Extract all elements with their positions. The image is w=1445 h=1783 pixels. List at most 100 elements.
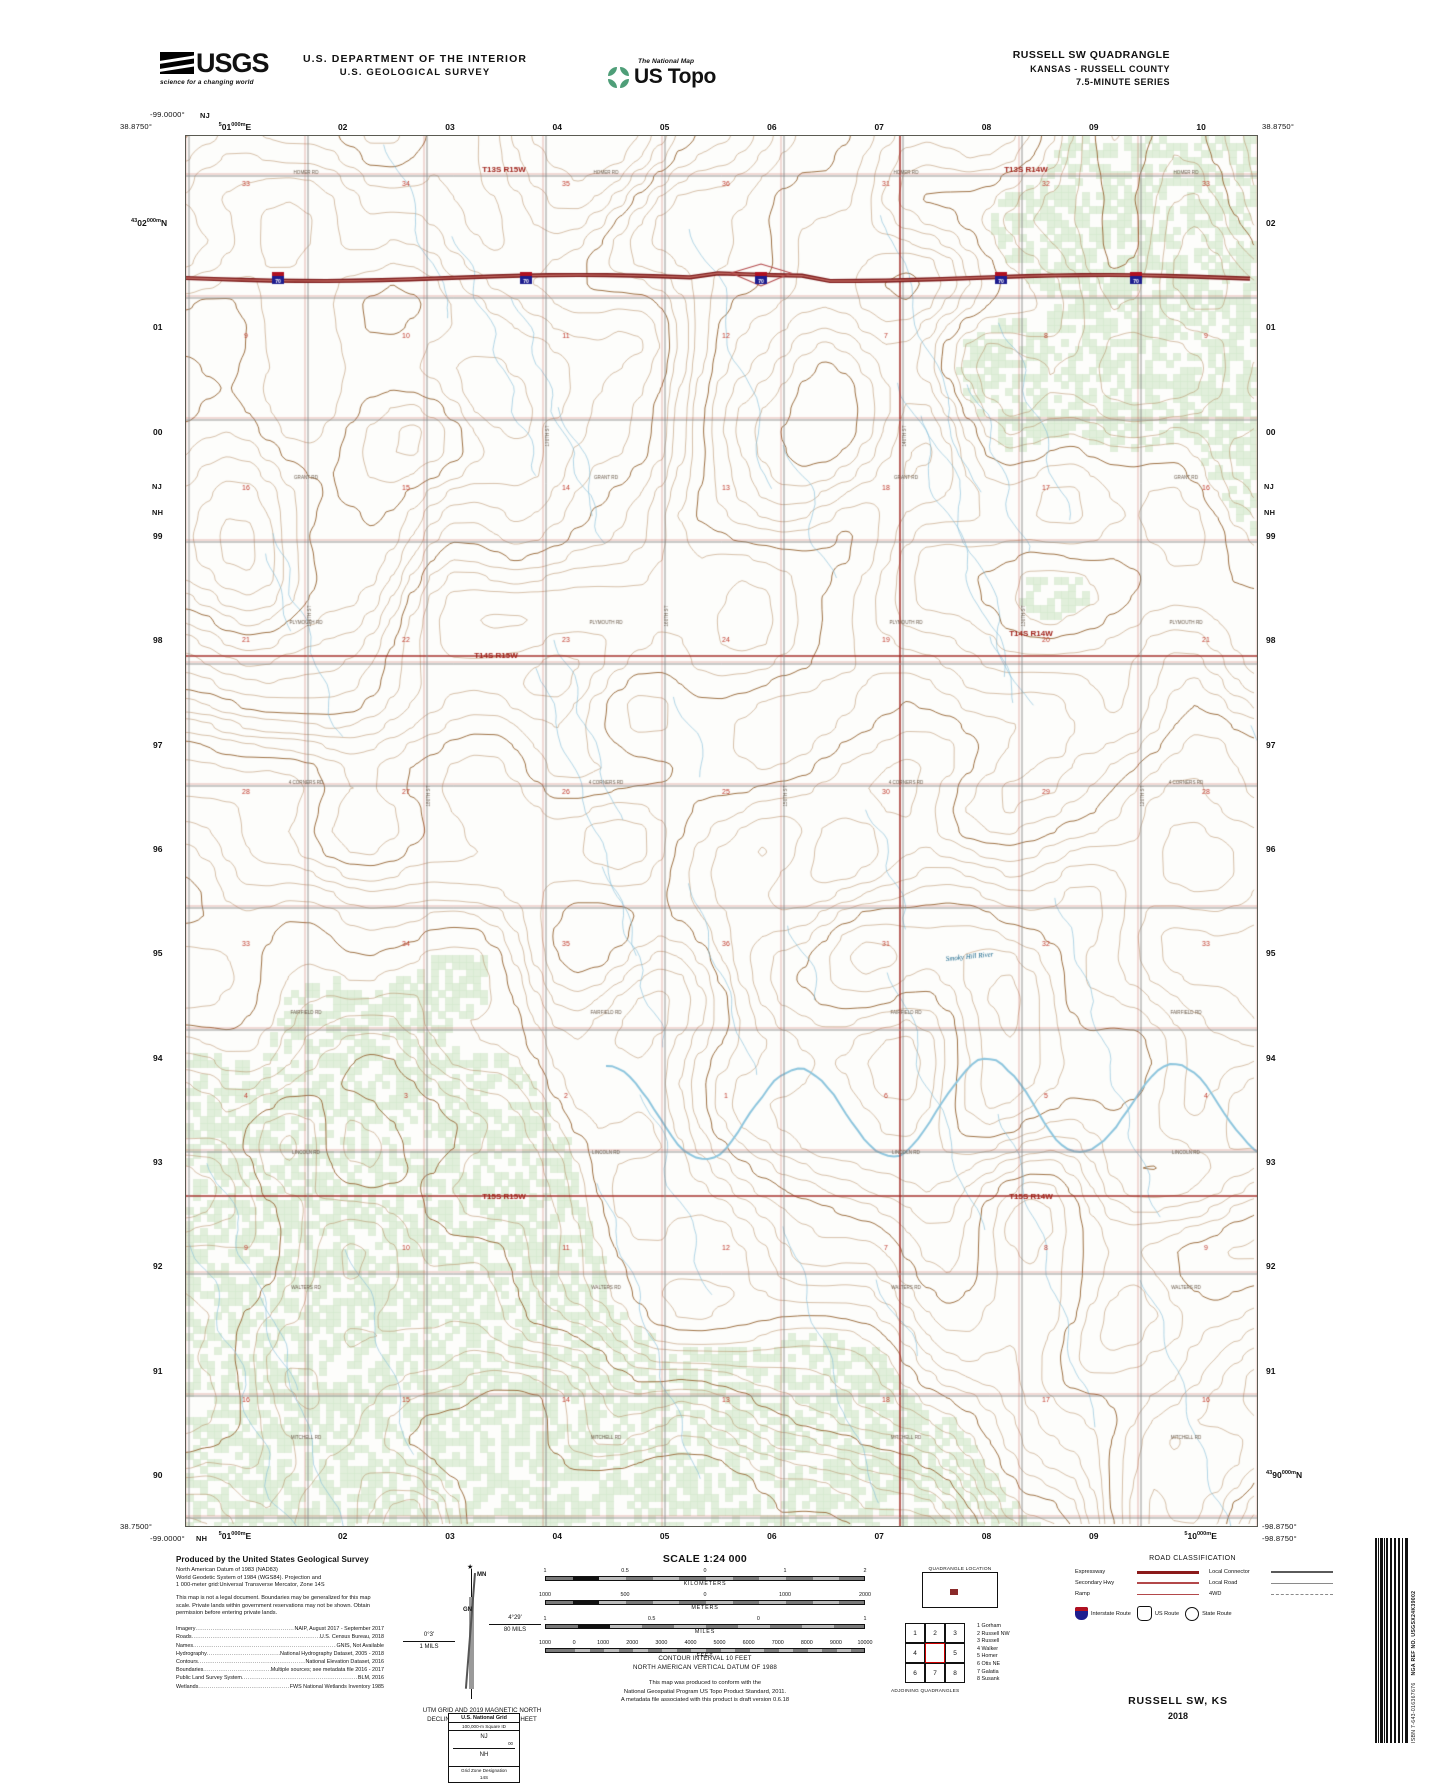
national-map-label: The National Map xyxy=(638,58,695,65)
us-national-grid-box: U.S. National Grid 100,000-m Square ID N… xyxy=(448,1713,520,1783)
us-route-legend: US Route xyxy=(1136,1606,1180,1621)
vertical-datum: NORTH AMERICAN VERTICAL DATUM OF 1988 xyxy=(632,1663,777,1671)
corner-ne-lon: -98.8750° xyxy=(1262,1522,1297,1531)
utm-northing-label: 93 xyxy=(153,1157,163,1167)
scalebar-tick-label: 1000 xyxy=(779,1592,791,1598)
department-line-1: U.S. DEPARTMENT OF THE INTERIOR xyxy=(302,53,528,65)
credits-source-row: Imagery.................................… xyxy=(176,1626,384,1633)
state-route-legend: State Route xyxy=(1185,1606,1232,1621)
utm-northing-label: 99 xyxy=(1266,531,1276,541)
utm-easting-label: 08 xyxy=(981,122,992,132)
credits-source-row: Contours................................… xyxy=(176,1658,384,1665)
utm-easting-label: 05 xyxy=(659,122,670,132)
utm-easting-label: 09 xyxy=(1089,1531,1099,1541)
gn-degrees: 0°3' xyxy=(423,1632,435,1638)
utm-easting-label: 02 xyxy=(337,122,348,132)
adjoining-quad-name: 2 Russell NW xyxy=(977,1630,1010,1637)
quadrangle-location-block: QUADRANGLE LOCATION xyxy=(905,1563,1015,1608)
usng-sup: 00 xyxy=(508,1741,513,1746)
utm-easting-label: 04 xyxy=(552,1531,563,1541)
utm-northing-label: 99 xyxy=(153,531,163,541)
scalebar-tick-label: 0 xyxy=(756,1616,760,1622)
scalebar-tick-label: 3000 xyxy=(655,1640,668,1646)
adjoining-quad-name: 5 Homer xyxy=(977,1653,998,1660)
true-north-star-icon: ★ xyxy=(467,1564,474,1571)
usgs-letters: USGS xyxy=(196,48,270,78)
topographic-map-face[interactable] xyxy=(185,135,1258,1527)
corner-sw-lon: -99.0000° xyxy=(150,1534,185,1543)
scalebar-tick-label: 1000 xyxy=(539,1640,551,1646)
us-route-label: US Route xyxy=(1154,1610,1180,1617)
scalebar-tick-label: 8000 xyxy=(800,1640,813,1646)
gn-mils: 1 MILS xyxy=(419,1644,439,1650)
adjoining-quadrangles-names: 1 Gorham 2 Russell NW 3 Russell 4 Walker 5 H… xyxy=(977,1623,1010,1684)
utm-northing-label: 95 xyxy=(153,948,163,959)
road-classification-legend: ROAD CLASSIFICATION Expressway Secondary … xyxy=(1075,1555,1333,1621)
utm-easting-label: 07 xyxy=(874,122,884,132)
map-panel: 38.8750° -99.0000° NJ 38.8750° -98.8750°… xyxy=(0,110,1445,1543)
adjoining-quad-cell: 3 xyxy=(945,1623,965,1643)
usng-title: U.S. National Grid xyxy=(449,1714,519,1723)
scalebar-tick-label: 4000 xyxy=(684,1640,697,1646)
road-classification-title: ROAD CLASSIFICATION xyxy=(1149,1555,1236,1562)
usng-square-top-label: NJ xyxy=(480,1734,488,1740)
scalebar-tick-label: 2 xyxy=(863,1568,867,1574)
contour-interval: CONTOUR INTERVAL 10 FEET xyxy=(658,1655,752,1662)
utm-easting-label: 510000mE xyxy=(1184,1531,1217,1541)
scalebar-meters: 1000 500 0 1000 2000 METERS xyxy=(539,1592,871,1613)
credits-source-row: Names...................................… xyxy=(176,1642,384,1649)
route-shield-legend: Interstate Route US Route State Route xyxy=(1075,1606,1310,1621)
contour-info-block: CONTOUR INTERVAL 10 FEET NORTH AMERICAN … xyxy=(545,1655,865,1704)
scalebar-tick-label: 0.5 xyxy=(647,1616,656,1622)
scalebar-tick-label: 1 xyxy=(783,1568,787,1574)
grid-north-bar xyxy=(469,1597,474,1689)
sheet-title-block: RUSSELL SW, KS 2018 xyxy=(1068,1695,1288,1721)
utm-easting-label: 02 xyxy=(337,1531,348,1541)
scale-title: SCALE 1:24 000 xyxy=(662,1553,748,1565)
adjoining-quad-cell: 2 xyxy=(925,1623,945,1643)
road-legend-row: Secondary Hwy xyxy=(1075,1580,1199,1586)
road-legend-label: Local Connector xyxy=(1209,1569,1250,1575)
adjoining-quad-cell: 7 xyxy=(925,1663,945,1683)
road-legend-label: Ramp xyxy=(1075,1591,1090,1597)
adjoining-quad-name: 8 Susank xyxy=(977,1676,1000,1683)
road-legend-row: Local Road xyxy=(1209,1580,1333,1586)
utm-northing-label: 97 xyxy=(1266,739,1276,750)
grid-square-left-nj: NJ xyxy=(152,482,163,491)
department-line-2: U.S. GEOLOGICAL SURVEY xyxy=(339,67,491,78)
adjoining-quad-cell xyxy=(925,1643,945,1663)
utm-easting-label: 501000mE xyxy=(218,122,252,132)
usng-square-bottom-label: NH xyxy=(479,1752,489,1758)
adjoining-quad-cell: 4 xyxy=(905,1643,925,1663)
adjoining-quad-name: 6 Otis NE xyxy=(977,1660,1001,1667)
usng-square-top: NJ xyxy=(449,1731,519,1748)
usng-zone-value: 14S xyxy=(479,1774,489,1780)
scalebar-tick-label: 0.5 xyxy=(621,1568,629,1574)
scalebar-tick-label: 1000 xyxy=(539,1592,551,1598)
credits-source-row: Roads...................................… xyxy=(176,1634,384,1641)
utm-northing-label: 95 xyxy=(1266,948,1276,959)
utm-northing-label: 93 xyxy=(1266,1157,1276,1167)
grid-square-nw: NJ xyxy=(200,111,211,120)
usng-square-bottom: NH xyxy=(449,1749,519,1766)
state-route-label: State Route xyxy=(1202,1610,1232,1617)
barcode-block: ISBN 7-643-016367676 NGA REF NO. USGSX24… xyxy=(1375,1538,1431,1743)
declination-caption-1: UTM GRID AND 2019 MAGNETIC NORTH xyxy=(422,1707,542,1714)
utm-northing-label: 00 xyxy=(153,426,163,437)
gn-angle-block: 0°3' 1 MILS xyxy=(403,1631,455,1652)
utm-northing-label: 94 xyxy=(153,1052,163,1063)
usgs-tagline: science for a changing world xyxy=(160,79,254,86)
map-collar-footer: Produced by the United States Geological… xyxy=(0,1545,1445,1783)
adjoining-quad-name: 1 Gorham xyxy=(977,1623,1001,1629)
department-heading: U.S. DEPARTMENT OF THE INTERIOR U.S. GEO… xyxy=(250,52,580,79)
credits-source-row: Hydrography.............................… xyxy=(176,1650,384,1657)
pinwheel-icon xyxy=(608,67,630,89)
magnetic-declination-diagram: ★ MN GN 4°29' 80 MILS 0°3' 1 MILS UTM GR… xyxy=(403,1559,555,1739)
scalebar-tick-label: 2000 xyxy=(859,1592,871,1598)
us-route-shield-icon xyxy=(1136,1606,1152,1621)
road-legend-row: Local Connector xyxy=(1209,1569,1333,1575)
scalebar-tick-label: 5000 xyxy=(713,1640,726,1646)
utm-northing-label: 02 xyxy=(1266,218,1276,228)
corner-nw-lon: -99.0000° xyxy=(150,110,185,119)
